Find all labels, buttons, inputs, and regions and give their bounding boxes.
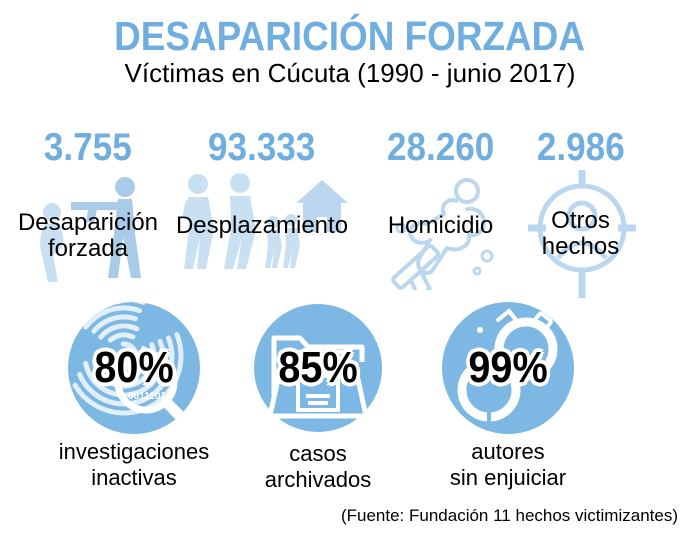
stat-desplazamiento: 93.333 Desplazamiento <box>172 128 352 303</box>
circle-stat-investigaciones: 0011101 80% investigaciones inactivas <box>59 302 209 490</box>
stat-value: 2.986 <box>536 126 625 169</box>
displaced-family-house-icon <box>176 172 348 275</box>
fingerprint-magnifier-icon: 0011101 80% <box>68 302 200 434</box>
circle-stat-casos: 85% casos archivados <box>254 304 382 492</box>
stat-label: Desplazamiento <box>175 212 349 239</box>
stat-value: 93.333 <box>208 126 316 169</box>
circle-label: autores sin enjuiciar <box>449 439 567 491</box>
svg-text:0011101: 0011101 <box>128 391 166 402</box>
stat-label: Otros hechos <box>541 207 620 261</box>
percentage-badge: 99% <box>468 343 548 392</box>
handcuffs-icon: 99% <box>442 302 574 434</box>
circle-label: investigaciones inactivas <box>58 439 210 491</box>
stat-label: Desaparición forzada <box>17 209 159 263</box>
source-note: (Fuente: Fundación 11 hechos victimizant… <box>340 506 678 525</box>
circle-label: casos archivados <box>264 441 372 493</box>
circle-stat-autores: 99% autores sin enjuiciar <box>442 302 574 490</box>
homicide-body-outline-icon <box>383 172 503 290</box>
stat-homicidio: 28.260 Homicidio <box>368 128 513 303</box>
stat-value: 28.260 <box>386 126 495 169</box>
page-title: DESAPARICIÓN FORZADA <box>114 13 586 59</box>
open-folder-icon: 85% <box>254 304 382 432</box>
stat-desaparicion-forzada: 3.755 Desaparición forzada <box>13 128 163 303</box>
stat-otros-hechos: 2.986 Otros hechos <box>508 128 653 303</box>
percentage-badge: 85% <box>278 343 358 392</box>
stat-value: 3.755 <box>44 126 132 169</box>
gunman-and-victim-icon <box>35 174 153 286</box>
page-subtitle: Víctimas en Cúcuta (1990 - junio 2017) <box>124 58 576 88</box>
stat-label: Homicidio <box>387 212 494 239</box>
percentage-badge: 80% <box>94 343 174 392</box>
crosshair-person-icon <box>526 168 638 300</box>
